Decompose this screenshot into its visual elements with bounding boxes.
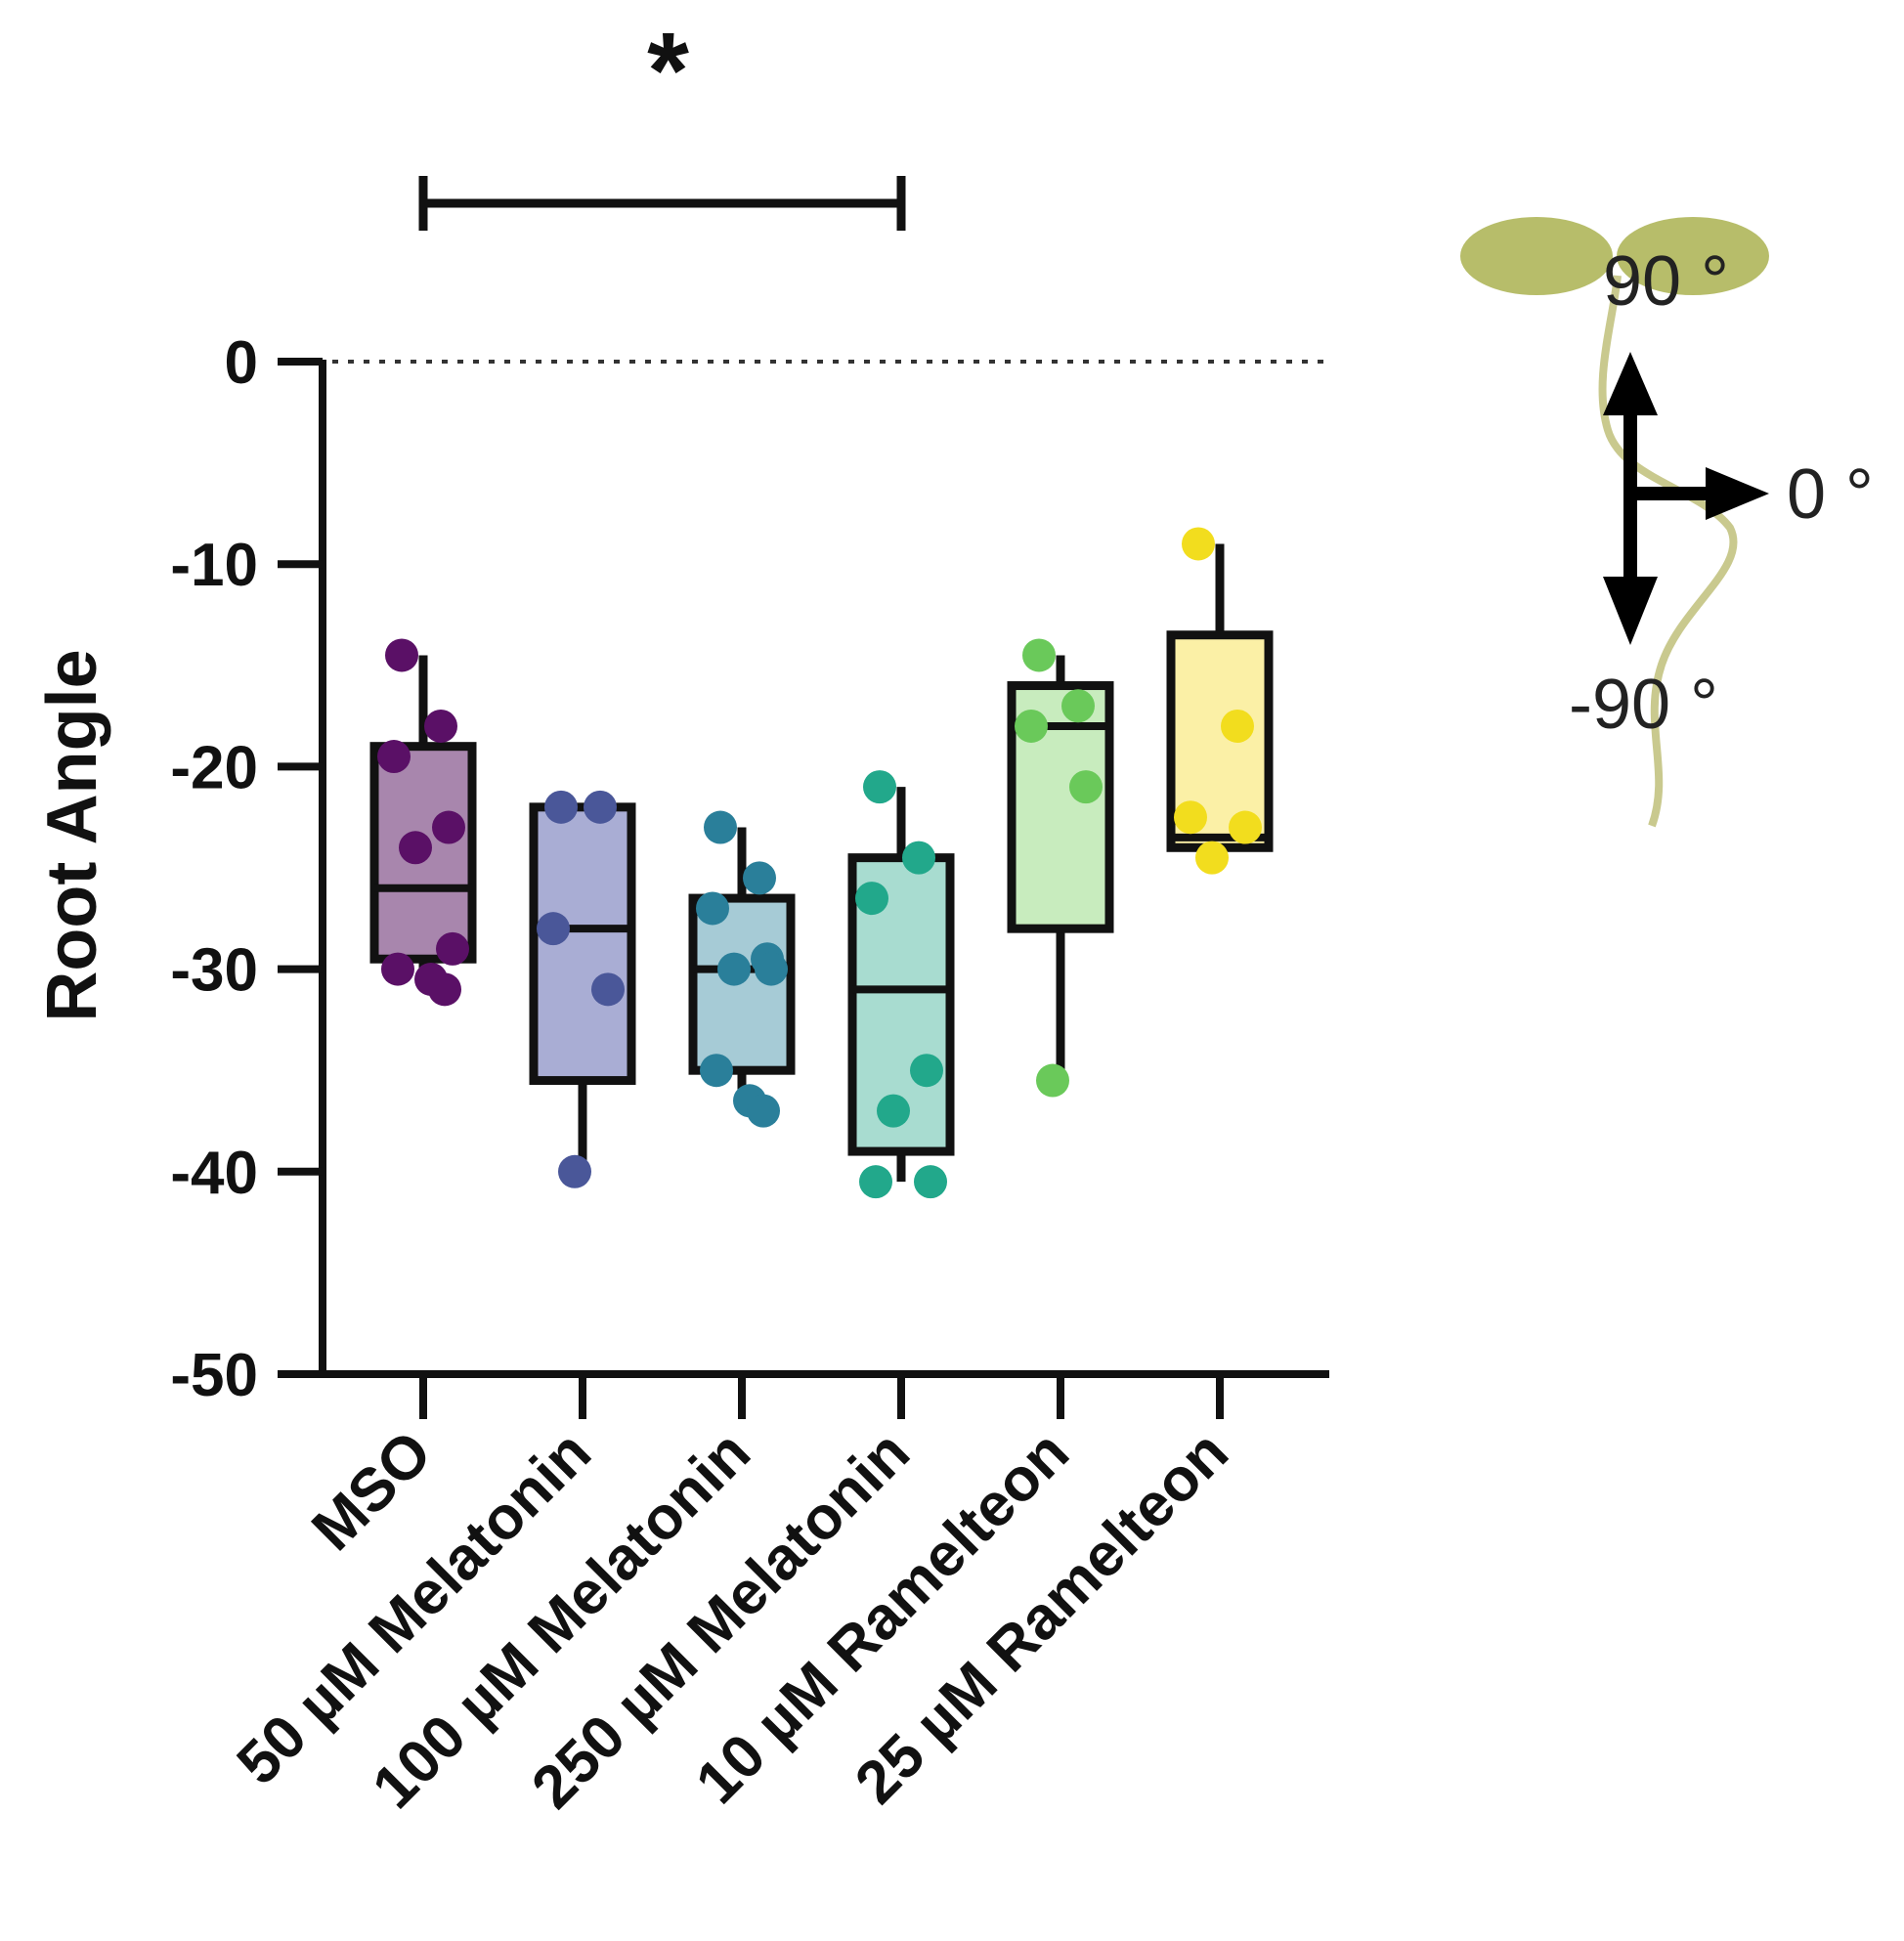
- y-ticks: 0 -10 -20 -30 -40 -50: [170, 329, 323, 1409]
- data-point: [914, 1165, 947, 1199]
- data-point: [704, 810, 737, 844]
- arrow-down-icon: [1603, 577, 1658, 645]
- arrow-up-icon: [1603, 352, 1658, 415]
- data-point: [863, 770, 896, 804]
- label-minus-90-degrees: -90 °: [1569, 666, 1718, 744]
- y-tick-label: -40: [170, 1140, 258, 1207]
- data-point: [877, 1094, 910, 1128]
- box-iqr: [847, 853, 955, 1156]
- data-point: [1015, 709, 1048, 743]
- data-point: [436, 931, 469, 966]
- data-point: [584, 790, 617, 824]
- seedling-stem-icon: [1598, 275, 1738, 828]
- x-tick-label: MSO: [299, 1418, 445, 1564]
- y-tick-label: -20: [170, 734, 258, 801]
- data-point: [381, 952, 414, 986]
- data-point: [377, 740, 411, 774]
- data-point: [428, 972, 461, 1007]
- data-point: [432, 810, 465, 844]
- data-point: [700, 1054, 733, 1088]
- box-group: [1166, 527, 1274, 875]
- box-group: [529, 790, 636, 1188]
- box-group: [847, 770, 955, 1199]
- significance-annotation: *: [418, 11, 906, 231]
- box-group: [369, 638, 477, 1007]
- data-point: [1182, 527, 1215, 561]
- data-point: [1061, 689, 1095, 723]
- data-point: [743, 861, 776, 895]
- data-point: [859, 1165, 892, 1199]
- data-point: [755, 952, 788, 986]
- box-plots: [369, 527, 1274, 1199]
- data-point: [717, 952, 751, 986]
- arrow-right-icon: [1706, 467, 1769, 520]
- y-tick-label: -30: [170, 937, 258, 1005]
- data-point: [1221, 709, 1254, 743]
- data-point: [1069, 770, 1103, 804]
- y-tick-label: -50: [170, 1342, 258, 1409]
- data-point: [747, 1094, 780, 1128]
- label-0-degrees: 0 °: [1787, 455, 1874, 534]
- data-point: [855, 882, 888, 916]
- data-point: [696, 891, 729, 926]
- data-point: [385, 638, 418, 672]
- data-point: [910, 1054, 943, 1088]
- y-tick-label: 0: [225, 329, 258, 397]
- data-point: [1022, 638, 1056, 672]
- data-point: [544, 790, 578, 824]
- y-axis-label: Root Angle: [33, 649, 111, 1021]
- data-point: [1229, 810, 1262, 844]
- seedling-leaf-right-icon: [1617, 217, 1769, 295]
- data-point: [1174, 800, 1207, 835]
- data-point: [591, 972, 625, 1007]
- significance-star: *: [647, 11, 689, 131]
- data-point: [558, 1154, 591, 1188]
- data-point: [1036, 1063, 1069, 1098]
- data-point: [424, 709, 457, 743]
- data-point: [902, 841, 935, 875]
- y-tick-label: -10: [170, 532, 258, 599]
- data-point: [399, 831, 432, 865]
- x-ticks: [419, 1374, 1224, 1419]
- seedling-orientation-diagram: 90 ° 0 ° -90 °: [1460, 217, 1874, 828]
- data-point: [537, 912, 570, 946]
- data-point: [1195, 841, 1229, 875]
- box-iqr: [688, 893, 796, 1075]
- label-90-degrees: 90 °: [1603, 242, 1729, 321]
- seedling-leaf-left-icon: [1460, 217, 1613, 295]
- box-group: [688, 810, 796, 1128]
- box-group: [1007, 638, 1114, 1098]
